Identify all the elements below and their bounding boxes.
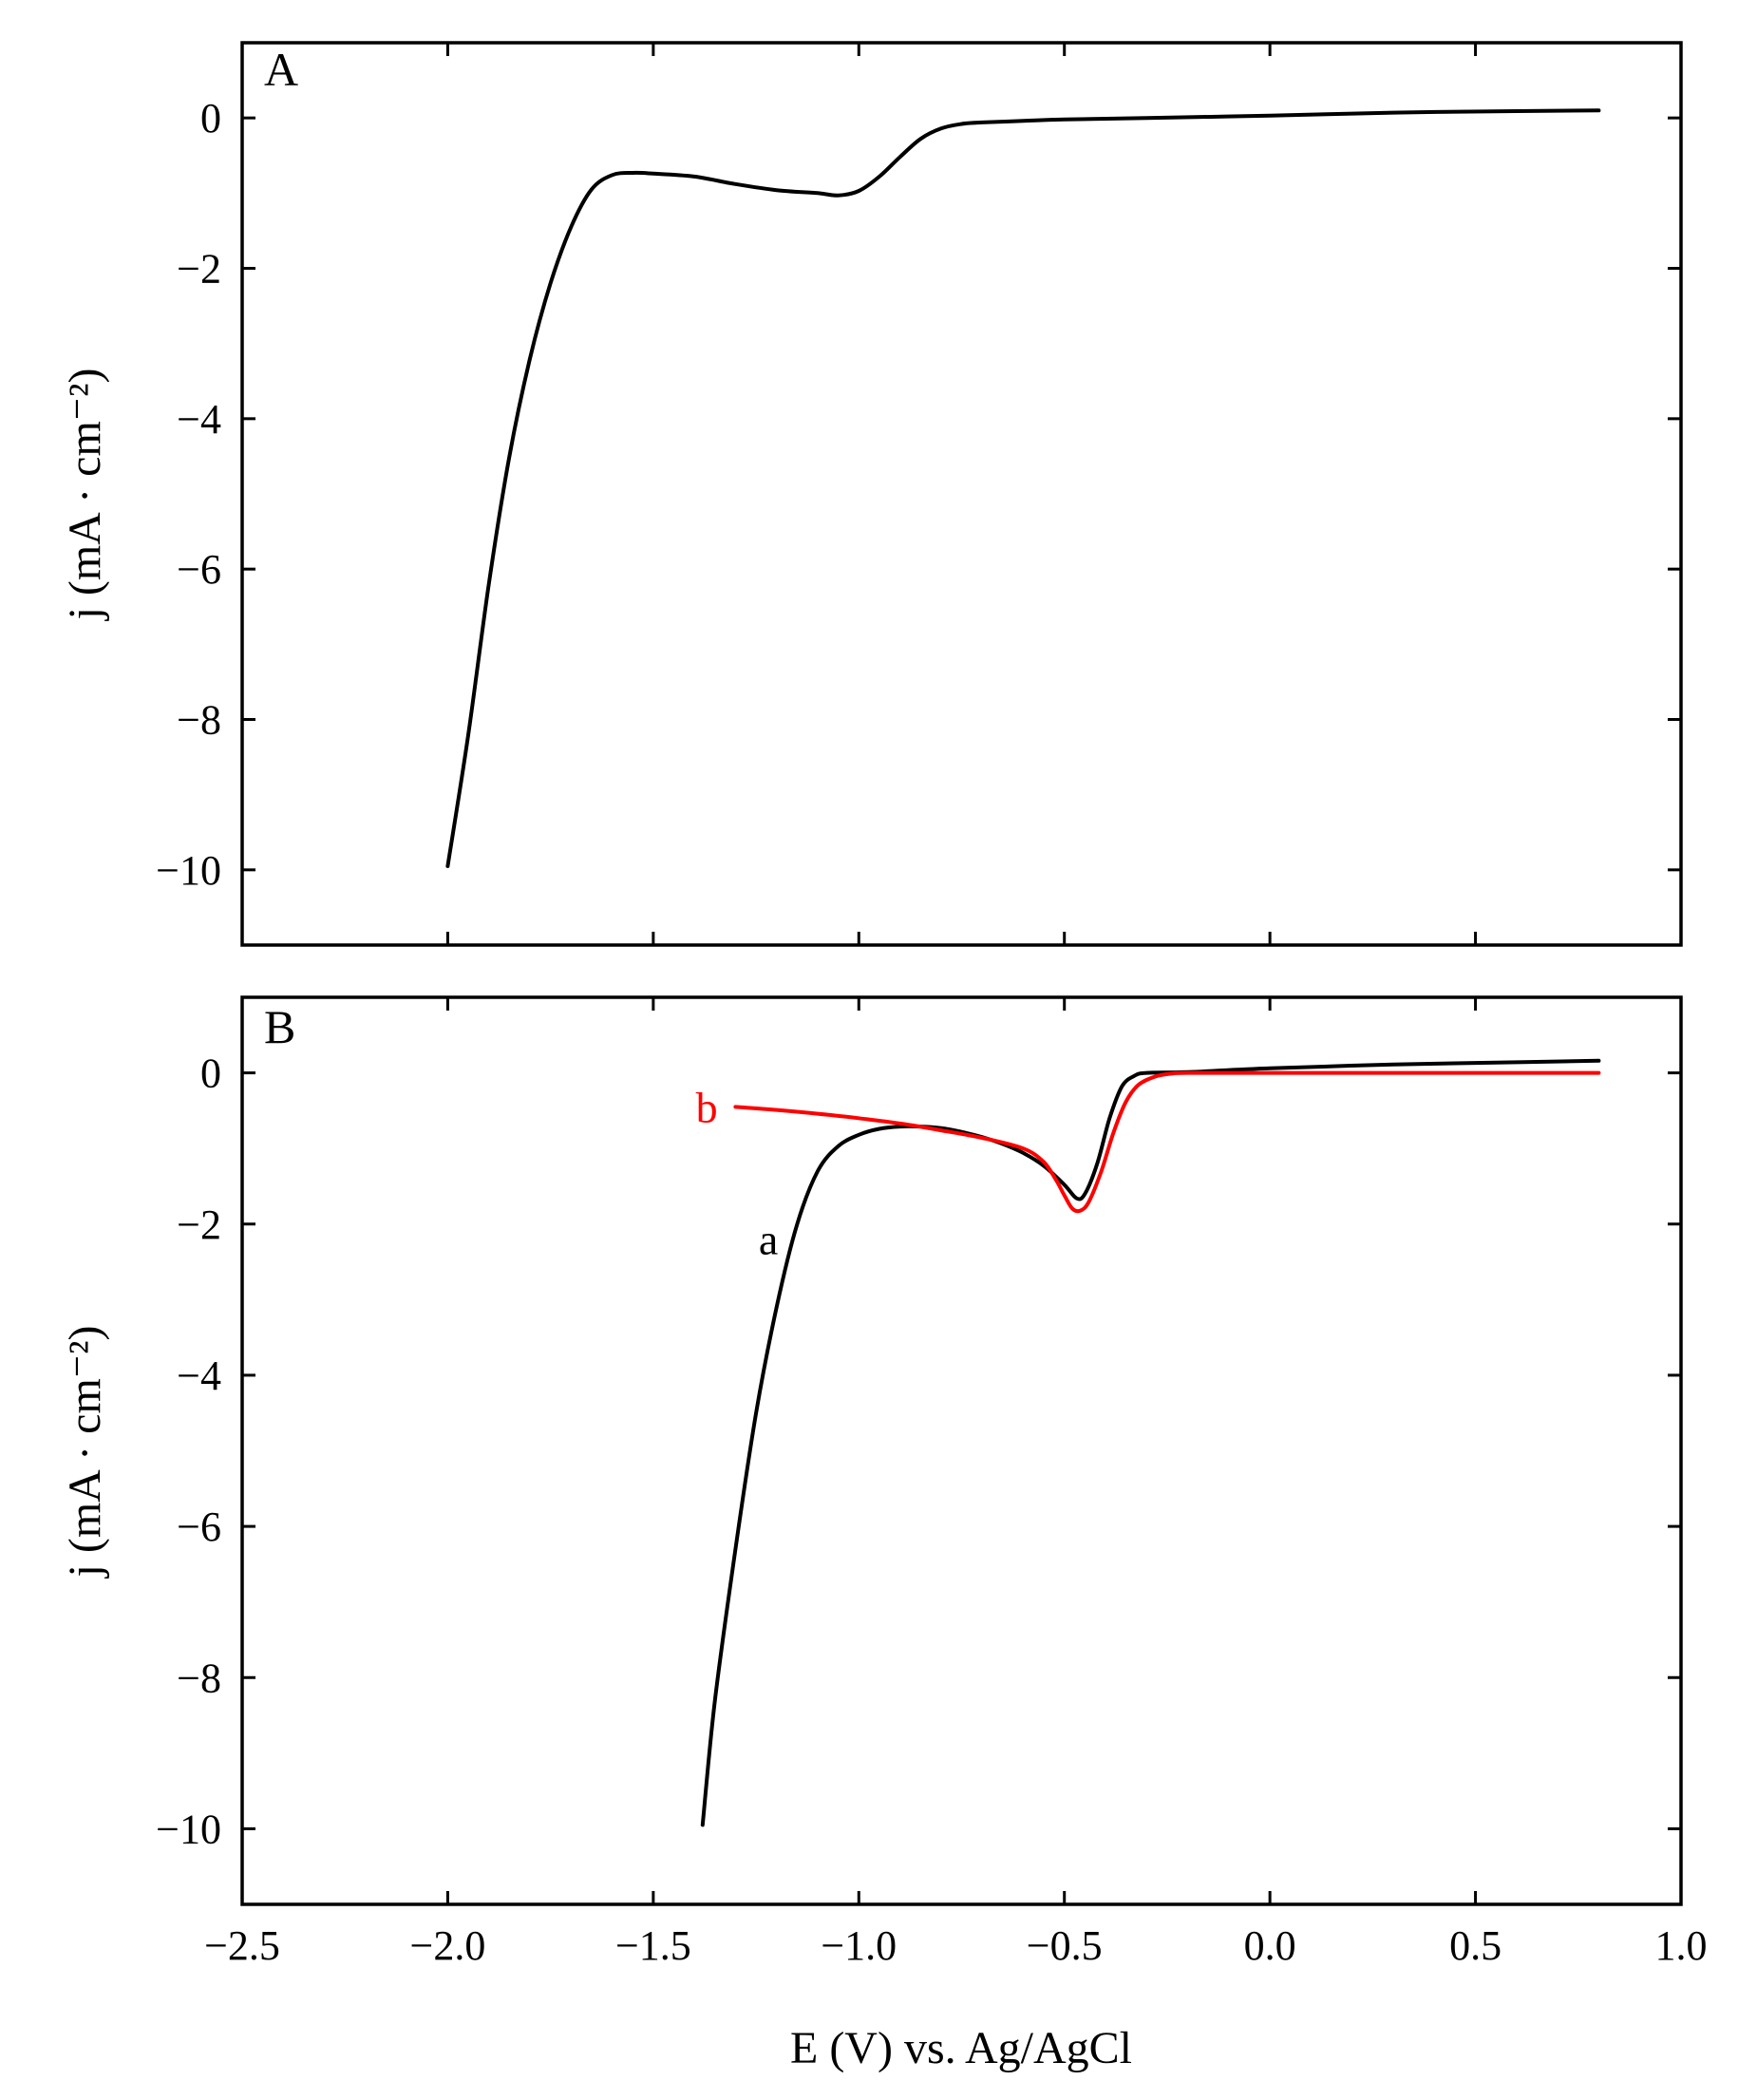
panel-b-x-tick-label: −1.5	[615, 1922, 691, 1969]
panel-a: A j (mA · cm⁻²) 0 −2 −4 −6 −8 −10	[60, 41, 1683, 947]
panel-a-y-tick-label: −10	[156, 847, 221, 894]
panel-b-x-tick-label: 1.0	[1655, 1922, 1708, 1969]
panel-b-series	[700, 1058, 1601, 1827]
panel-b-curve-label-b: b	[696, 1083, 718, 1131]
panel-a-series	[445, 108, 1601, 868]
panel-b-y-tick-label: 0	[200, 1050, 221, 1097]
panel-a-label: A	[264, 43, 298, 96]
panel-b-series-line-a	[700, 1058, 1601, 1827]
panel-a-y-tick-label: 0	[200, 95, 221, 142]
panel-b-y-tick-label: −4	[177, 1353, 221, 1399]
panel-b-y-tick-label: −6	[177, 1504, 221, 1550]
panel-b-x-tick-label: −1.0	[821, 1922, 897, 1969]
panel-b-x-tick-label: −2.5	[204, 1922, 280, 1969]
panel-a-series-line	[445, 108, 1601, 868]
panel-b-ticks: −2.5 −2.0 −1.5 −1.0 −0.5 0.0 0.5 1.0 0 −2 −4 −6 −8 −1…	[156, 997, 1708, 1969]
panel-a-y-tick-label: −8	[177, 697, 221, 744]
panel-a-y-tick-label: −6	[177, 546, 221, 593]
panel-b-series-line-b	[733, 1070, 1601, 1214]
panel-b-x-tick-label: 0.0	[1244, 1922, 1296, 1969]
panel-a-ticks: 0 −2 −4 −6 −8 −10	[156, 43, 1683, 945]
panel-b-frame	[240, 995, 1683, 1906]
panel-b-x-tick-label: 0.5	[1449, 1922, 1502, 1969]
panel-b-curve-label-a: a	[759, 1216, 778, 1264]
panel-b-annotations: ab	[696, 1083, 779, 1263]
panel-b-y-axis-title: j (mA · cm⁻²)	[60, 1325, 110, 1579]
panel-b-x-axis-title: E (V) vs. Ag/AgCl	[790, 2023, 1132, 2073]
panel-b-label: B	[264, 1000, 295, 1053]
panel-a-y-tick-label: −4	[177, 396, 221, 443]
panel-a-y-axis-title: j (mA · cm⁻²)	[60, 368, 110, 621]
panel-a-frame	[240, 41, 1683, 947]
panel-b-x-tick-label: −0.5	[1027, 1922, 1103, 1969]
panel-b-y-tick-label: −2	[177, 1201, 221, 1248]
panel-a-y-tick-label: −2	[177, 246, 221, 293]
panel-b: B j (mA · cm⁻²) E (V) vs. Ag/AgCl −2.5 −2…	[60, 995, 1708, 2073]
panel-b-x-tick-label: −2.0	[410, 1922, 486, 1969]
panel-b-y-tick-label: −10	[156, 1806, 221, 1852]
panel-b-y-tick-label: −8	[177, 1655, 221, 1701]
